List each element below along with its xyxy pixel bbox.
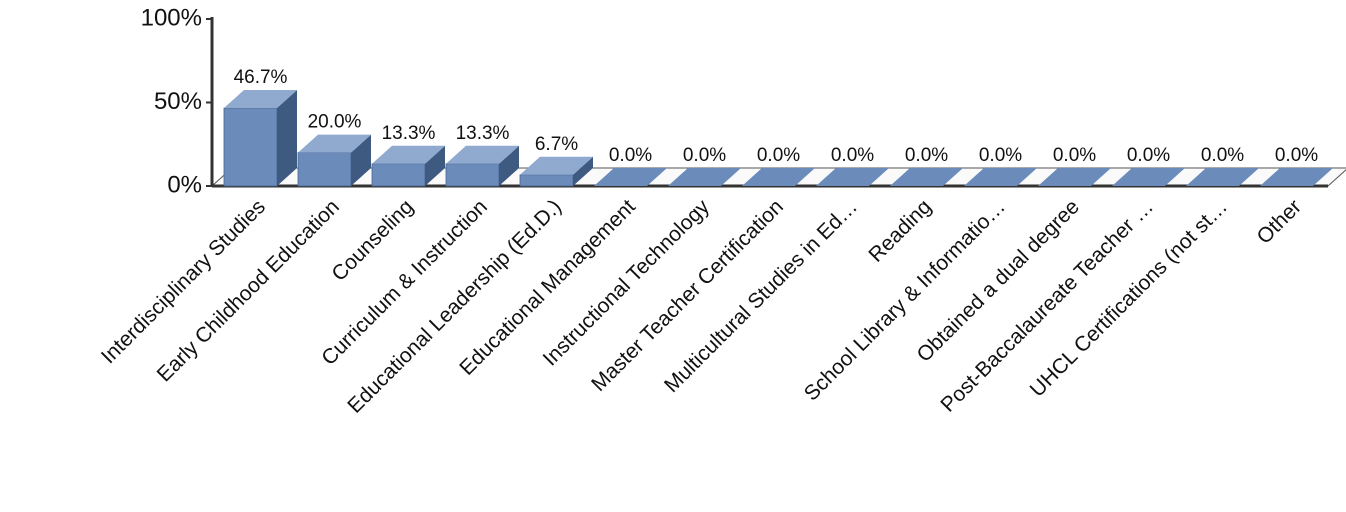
bar [964, 168, 1037, 186]
value-label: 0.0% [905, 145, 948, 166]
bar [594, 168, 667, 186]
bar [1112, 168, 1185, 186]
value-label: 0.0% [1201, 145, 1244, 166]
bar [668, 168, 741, 186]
bar [519, 156, 593, 187]
value-label: 0.0% [979, 145, 1022, 166]
value-label: 13.3% [382, 123, 436, 144]
value-label: 0.0% [1127, 145, 1170, 166]
bar [297, 134, 371, 187]
bar [223, 90, 297, 187]
value-label: 0.0% [609, 145, 652, 166]
value-label: 46.7% [234, 67, 288, 88]
bar [1038, 168, 1111, 186]
value-label: 6.7% [535, 134, 578, 155]
bar [890, 168, 963, 186]
value-label: 0.0% [683, 145, 726, 166]
y-tick-label: 100% [141, 4, 202, 31]
bar [1260, 168, 1333, 186]
bar [816, 168, 889, 186]
bar [445, 145, 519, 187]
value-label: 20.0% [308, 112, 362, 133]
y-tick-label: 0% [167, 171, 202, 198]
bar [742, 168, 815, 186]
x-tick-label: Other [1253, 195, 1306, 248]
x-tick-label: Reading [864, 195, 936, 267]
bar [371, 145, 445, 187]
value-label: 0.0% [1275, 145, 1318, 166]
value-label: 0.0% [1053, 145, 1096, 166]
value-label: 0.0% [757, 145, 800, 166]
value-label: 0.0% [831, 145, 874, 166]
value-label: 13.3% [456, 123, 510, 144]
y-tick-label: 50% [154, 88, 202, 115]
bar [1186, 168, 1259, 186]
